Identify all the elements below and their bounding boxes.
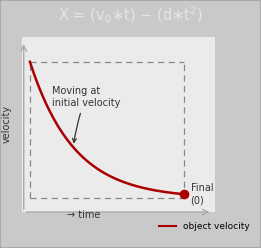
- Text: Moving at
initial velocity: Moving at initial velocity: [51, 86, 120, 142]
- Text: X = (v$_0$$\ast$t) $-$ (d$\ast$t$^2$): X = (v$_0$$\ast$t) $-$ (d$\ast$t$^2$): [58, 4, 203, 26]
- Text: Final
(0): Final (0): [191, 184, 213, 205]
- Legend: object velocity: object velocity: [156, 218, 253, 235]
- Text: velocity: velocity: [2, 105, 12, 143]
- Text: → time: → time: [67, 210, 101, 220]
